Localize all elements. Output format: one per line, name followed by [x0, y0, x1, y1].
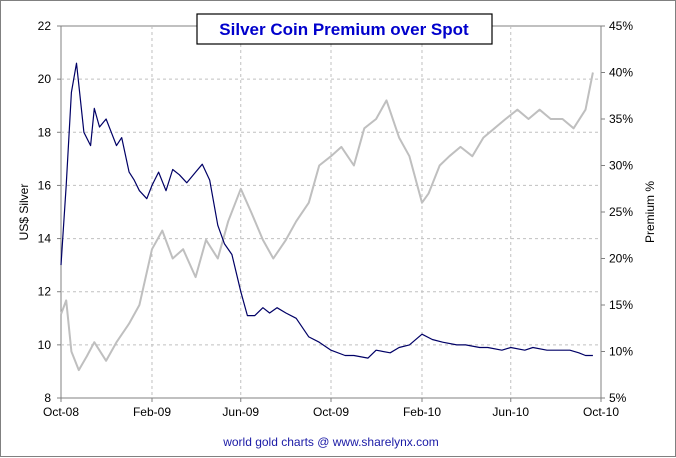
y2-tick-label: 15%	[609, 298, 633, 312]
y-tick-label: 20	[38, 72, 52, 86]
y-tick-label: 12	[38, 285, 52, 299]
y2-tick-label: 25%	[609, 205, 633, 219]
y-axis-title-right: Premium %	[643, 181, 657, 243]
x-tick-label: Jun-09	[222, 405, 259, 419]
x-tick-label: Oct-10	[583, 405, 619, 419]
x-tick-label: Oct-08	[43, 405, 79, 419]
x-tick-label: Feb-10	[403, 405, 441, 419]
y2-tick-label: 20%	[609, 252, 633, 266]
y2-tick-label: 40%	[609, 66, 633, 80]
y2-tick-label: 10%	[609, 345, 633, 359]
silver-series-line	[60, 62, 593, 359]
y-axis-title-left: US$ Silver	[17, 184, 31, 241]
y-tick-label: 16	[38, 178, 52, 192]
premium-series-line	[60, 72, 594, 372]
x-tick-label: Feb-09	[133, 405, 171, 419]
title-box	[196, 13, 493, 45]
y2-tick-label: 30%	[609, 159, 633, 173]
y2-tick-label: 35%	[609, 112, 633, 126]
chart-title: Silver Coin Premium over Spot	[219, 20, 469, 39]
y2-tick-label: 45%	[609, 19, 633, 33]
y-tick-label: 8	[44, 391, 51, 405]
y-tick-label: 18	[38, 125, 52, 139]
credit-text: world gold charts @ www.sharelynx.com	[222, 435, 439, 449]
y-tick-label: 22	[38, 19, 52, 33]
y2-tick-label: 5%	[609, 391, 627, 405]
y-tick-label: 14	[38, 232, 52, 246]
x-tick-label: Oct-09	[313, 405, 349, 419]
y-tick-label: 10	[38, 338, 52, 352]
x-tick-label: Jun-10	[492, 405, 529, 419]
